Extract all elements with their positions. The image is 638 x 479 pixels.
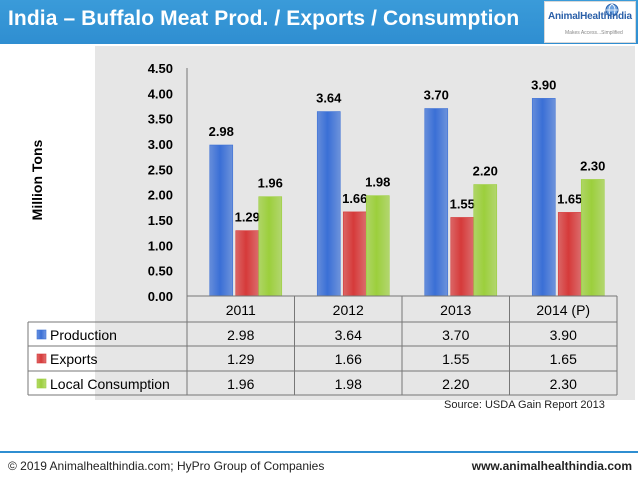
table-cell: 1.96	[227, 376, 254, 392]
category-label: 2011	[226, 302, 256, 318]
data-label: 2.30	[580, 158, 605, 173]
table-cell: 2.20	[442, 376, 469, 392]
data-label: 1.98	[365, 175, 390, 190]
bar-local-consumption	[365, 195, 390, 297]
y-tick-label: 3.50	[148, 112, 173, 127]
y-tick-label: 3.00	[148, 137, 173, 152]
slide-title: India – Buffalo Meat Prod. / Exports / C…	[8, 7, 520, 30]
data-label: 3.70	[424, 88, 449, 103]
table-cell: 3.70	[442, 327, 469, 343]
bar-local-consumption	[580, 179, 605, 297]
table-cell: 3.90	[550, 327, 577, 343]
legend-swatch	[36, 329, 47, 340]
table-cell: 1.29	[227, 351, 254, 367]
table-cell: 1.98	[335, 376, 362, 392]
y-tick-label: 4.00	[148, 86, 173, 101]
legend-swatch	[36, 378, 47, 389]
globe-icon	[605, 3, 619, 17]
table-cell: 1.55	[442, 351, 469, 367]
data-label: 1.55	[450, 196, 475, 211]
bar-production	[531, 98, 556, 297]
bar-production	[424, 108, 449, 297]
website-link[interactable]: www.animalhealthindia.com	[471, 459, 632, 473]
y-tick-label: 2.00	[148, 188, 173, 203]
y-tick-label: 4.50	[148, 61, 173, 76]
y-tick-label: 0.50	[148, 264, 173, 279]
logo[interactable]: AnimalHealthIndia Makes Access...Simplif…	[544, 1, 636, 43]
y-tick-label: 2.50	[148, 162, 173, 177]
data-label: 2.98	[209, 124, 234, 139]
legend-label: Local Consumption	[50, 376, 170, 392]
category-label: 2013	[440, 302, 471, 318]
y-tick-label: 1.00	[148, 238, 173, 253]
legend-swatch	[36, 353, 47, 364]
table-cell: 1.65	[550, 351, 577, 367]
category-label: 2014 (P)	[536, 302, 590, 318]
legend-label: Exports	[50, 351, 97, 367]
table-cell: 2.98	[227, 327, 254, 343]
logo-name: AnimalHealthIndia	[548, 11, 632, 22]
y-tick-label: 1.50	[148, 213, 173, 228]
category-label: 2012	[333, 302, 364, 318]
legend-label: Production	[50, 327, 117, 343]
bar-production	[209, 144, 234, 297]
copyright-text: © 2019 Animalhealthindia.com; HyPro Grou…	[8, 459, 325, 473]
data-label: 3.64	[316, 91, 342, 106]
bar-local-consumption	[258, 196, 283, 297]
source-note: Source: USDA Gain Report 2013	[444, 399, 605, 411]
logo-tagline: Makes Access...Simplified	[565, 30, 623, 36]
bar-exports	[557, 212, 582, 297]
table-cell: 3.64	[335, 327, 362, 343]
data-label: 1.65	[557, 191, 582, 206]
table-cell: 2.30	[550, 376, 577, 392]
data-label: 3.90	[531, 77, 556, 92]
y-tick-label: 0.00	[148, 289, 173, 304]
title-bar: India – Buffalo Meat Prod. / Exports / C…	[0, 0, 638, 44]
data-label: 1.66	[342, 191, 367, 206]
data-label: 1.96	[258, 176, 283, 191]
bar-exports	[235, 230, 260, 297]
bar-exports	[342, 211, 367, 297]
footer-divider	[0, 451, 638, 453]
bar-exports	[450, 217, 475, 297]
bar-local-consumption	[473, 184, 498, 297]
data-label: 2.20	[473, 164, 498, 179]
data-label: 1.29	[235, 210, 260, 225]
table-cell: 1.66	[335, 351, 362, 367]
bar-production	[316, 111, 341, 297]
y-axis-label: Million Tons	[29, 139, 45, 220]
